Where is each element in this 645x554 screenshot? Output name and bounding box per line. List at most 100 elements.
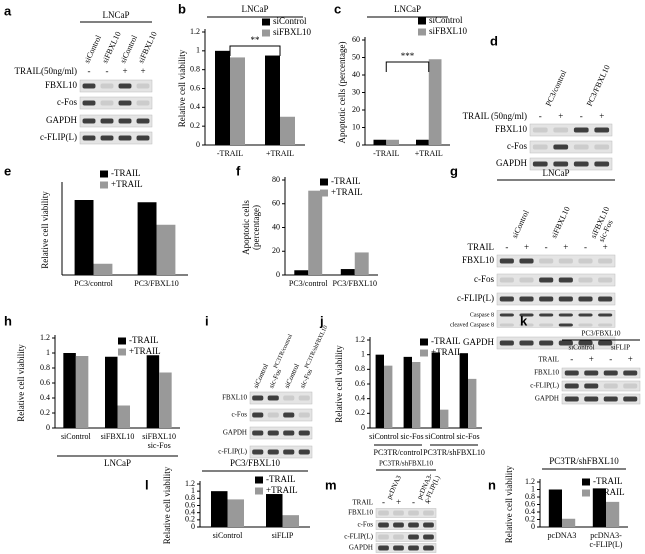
x-tick-label: PC3/control (289, 279, 328, 288)
blot-band (564, 370, 579, 376)
blot-band (283, 449, 295, 455)
bar (137, 202, 157, 275)
bar (606, 501, 620, 527)
blot-band (594, 144, 610, 150)
blot-band (298, 395, 310, 401)
y-tick-label: 1.2 (40, 333, 50, 342)
text-line: sic-Fos (148, 441, 171, 450)
x-tick-label: PC3/FBXL10 (333, 279, 377, 288)
blot-strip (249, 408, 313, 422)
y-tick-label: 0.2 (185, 515, 195, 524)
y-tick-label: 0 (361, 423, 365, 432)
bar (468, 378, 477, 428)
bar (440, 409, 449, 428)
blot-band (558, 277, 573, 283)
blot-band (136, 83, 150, 89)
blot-strip (79, 131, 153, 145)
legend-swatch (418, 28, 426, 36)
bar (230, 57, 245, 145)
panel-letter: g (450, 163, 458, 178)
y-tick-label: 10 (352, 122, 360, 131)
y-tick-label: 0.8 (40, 363, 50, 372)
blot-band (252, 412, 264, 418)
blot-band (623, 370, 638, 376)
blot-strip (496, 292, 616, 306)
row-label: GAPDH (496, 158, 528, 168)
blot-band (267, 395, 279, 401)
blot-band (532, 144, 548, 150)
blot-band (603, 370, 618, 376)
blot-band (539, 340, 554, 346)
treatment-sign: + (563, 242, 568, 252)
blot-band (578, 277, 593, 283)
blot-band (573, 127, 589, 133)
y-tick-label: 40 (352, 70, 360, 79)
row-label: c-FLIP(L) (344, 533, 373, 541)
legend-swatch (100, 181, 108, 189)
blot-band (603, 396, 618, 402)
x-tick-label: sic-Fos (456, 432, 479, 441)
treatment-sign: + (426, 497, 431, 507)
legend-swatch (255, 476, 263, 484)
bar (375, 354, 384, 428)
blot-strip (249, 426, 313, 440)
blot-band (267, 430, 279, 436)
blot-band (519, 340, 534, 346)
blot-strip (561, 367, 641, 379)
blot-band (519, 296, 534, 302)
y-tick-label: 1 (361, 349, 365, 358)
x-tick-label: +TRAIL (266, 149, 294, 158)
y-tick-label: 0.6 (190, 83, 200, 92)
legend-label: -TRAIL (593, 476, 623, 486)
panel-letter: n (488, 477, 496, 492)
chart-title: PC3TR/shFBXL10 (549, 456, 619, 466)
significance-bracket (229, 45, 281, 56)
blot-band (553, 144, 569, 150)
blot-band (584, 396, 599, 402)
blot-band (267, 412, 279, 418)
blot-band (519, 323, 534, 327)
blot-band (283, 430, 295, 436)
row-label: c-FLIP(L) (530, 382, 559, 390)
bar (63, 353, 76, 428)
x-tick-label: sic-Fos (400, 432, 423, 441)
bar (354, 252, 369, 275)
blot-band (573, 161, 589, 167)
treatment-label: TRAIL(50ng/ml) (15, 66, 78, 76)
bar (373, 139, 387, 145)
y-tick-label: 0.6 (525, 499, 535, 508)
bar (75, 356, 89, 428)
blot-band (539, 296, 554, 302)
blot-band (136, 100, 150, 106)
row-label: c-Fos (357, 521, 373, 529)
x-tick-label: pcDNA3 (548, 531, 577, 540)
treatment-sign: - (539, 111, 542, 121)
blot-band (539, 277, 554, 283)
bar (431, 352, 440, 428)
treatment-label: TRAIL (352, 499, 373, 507)
blot-title: PC3TR/shFBXL10 (379, 460, 434, 468)
row-label: cleaved Caspase 8 (450, 322, 494, 328)
blot-band (578, 258, 593, 264)
lane-label: sic-Fos (267, 368, 283, 390)
y-tick-label: 0.4 (525, 507, 535, 516)
treatment-sign: - (545, 242, 548, 252)
blot-band (100, 100, 114, 106)
panel-letter: k (520, 313, 528, 328)
blot-strip (529, 140, 613, 154)
blot-title: LNCaP (543, 168, 570, 178)
legend-swatch (118, 337, 126, 345)
legend-swatch (100, 170, 108, 178)
blot-title: PC3/FBXL10 (582, 330, 621, 338)
y-tick-label: 1 (46, 348, 50, 357)
blot-band (378, 545, 389, 551)
row-label: c-FLIP(L) (40, 132, 77, 142)
y-tick-label: 30 (352, 87, 360, 96)
blot-band (408, 522, 419, 528)
lane-label: siFLIP (611, 344, 630, 352)
y-tick-label: 1 (191, 486, 195, 495)
bar (117, 405, 130, 428)
bar (428, 59, 442, 145)
